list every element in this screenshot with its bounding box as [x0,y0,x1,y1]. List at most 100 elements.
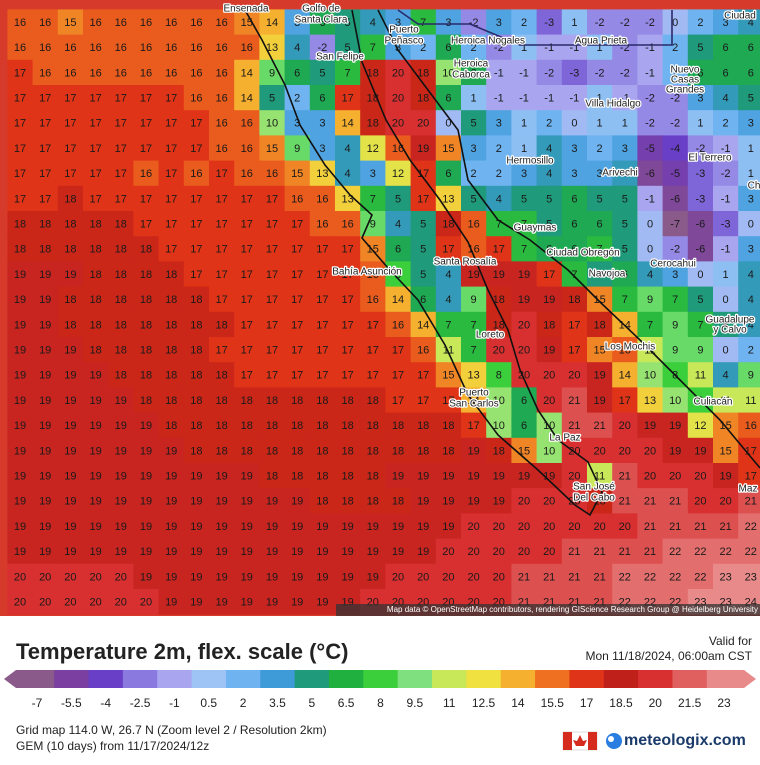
grid-cell [32,211,59,237]
grid-value: 16 [367,269,379,281]
grid-value: 19 [115,420,127,432]
grid-cell [536,59,563,86]
grid-value: 17 [14,93,26,105]
colorbar-segment [603,670,639,688]
grid-value: 16 [417,345,429,357]
grid-cell [738,185,760,212]
grid-cell [561,160,588,187]
grid-cell [234,85,260,111]
grid-cell [32,135,59,162]
grid-cell [83,110,109,136]
grid-cell [234,589,260,615]
grid-cell [435,59,462,86]
grid-value: 17 [190,244,202,256]
grid-cell [284,110,311,136]
grid-cell [435,261,462,288]
grid-cell [335,362,361,388]
grid-cell [133,34,160,61]
grid-cell [158,412,185,439]
grid-value: 17 [442,395,454,407]
grid-value: 19 [165,496,177,508]
grid-value: 18 [266,420,278,432]
grid-value: -2 [696,143,706,155]
grid-cell [511,85,538,111]
grid-cell [83,589,109,615]
grid-cell [259,538,286,565]
grid-value: 18 [39,219,51,231]
grid-value: 18 [291,395,303,407]
grid-value: 19 [14,521,26,533]
grid-value: 20 [39,571,51,583]
grid-cell [385,412,412,439]
grid-cell [57,236,84,262]
grid-cell [284,9,311,36]
grid-cell [486,236,512,262]
grid-cell [57,311,84,338]
grid-value: 3 [496,17,502,29]
grid-cell [234,337,260,363]
grid-cell [309,337,336,363]
grid-value: 17 [190,143,202,155]
grid-value: 7 [571,269,577,281]
grid-cell [435,563,462,590]
grid-value: 19 [165,571,177,583]
grid-value: 17 [190,118,202,130]
grid-value: 17 [316,319,328,331]
grid-value: 17 [115,143,127,155]
grid-value: 18 [89,269,101,281]
grid-cell [57,160,84,187]
grid-cell [435,135,462,162]
grid-value: 19 [39,294,51,306]
grid-cell [309,59,336,86]
grid-cell [612,211,638,237]
grid-value: 4 [748,319,754,331]
grid-cell [7,286,34,313]
grid-cell [511,412,538,439]
grid-cell [461,463,487,489]
grid-value: 19 [190,471,202,483]
grid-value: 5 [622,193,628,205]
grid-value: 2 [546,118,552,130]
grid-value: 4 [748,17,754,29]
grid-value: 20 [568,521,580,533]
grid-cell [209,437,235,464]
grid-value: 14 [266,17,278,29]
brand[interactable]: meteologix.com [624,732,746,749]
grid-cell [738,488,760,514]
grid-value: 20 [568,496,580,508]
place-label: El Terrero [688,153,732,164]
grid-cell [410,160,437,187]
grid-value: 17 [115,93,127,105]
grid-cell [335,463,361,489]
grid-value: 20 [593,521,605,533]
grid-cell [83,337,109,363]
grid-cell [183,463,210,489]
grid-cell [133,538,160,565]
grid-value: 18 [115,244,127,256]
grid-value: -1 [645,42,655,54]
grid-cell [335,59,361,86]
grid-cell [284,135,311,162]
grid-value: 19 [341,571,353,583]
place-label: Caborca [452,70,490,81]
grid-cell [687,463,714,489]
grid-cell [83,85,109,111]
grid-cell [587,185,613,212]
grid-value: 20 [644,445,656,457]
grid-cell [738,9,760,36]
grid-cell [385,9,412,36]
grid-cell [108,59,134,86]
grid-cell [309,437,336,464]
grid-cell [309,286,336,313]
grid-cell [309,85,336,111]
grid-cell [612,437,638,464]
colorbar-tick-label: 5 [308,696,315,710]
grid-value: 17 [291,269,303,281]
grid-value: 18 [215,370,227,382]
grid-cell [662,160,689,187]
grid-cell [284,463,311,489]
grid-value: 16 [341,219,353,231]
grid-value: 18 [392,420,404,432]
grid-value: 18 [417,67,429,79]
colorbar-segment [157,670,193,688]
